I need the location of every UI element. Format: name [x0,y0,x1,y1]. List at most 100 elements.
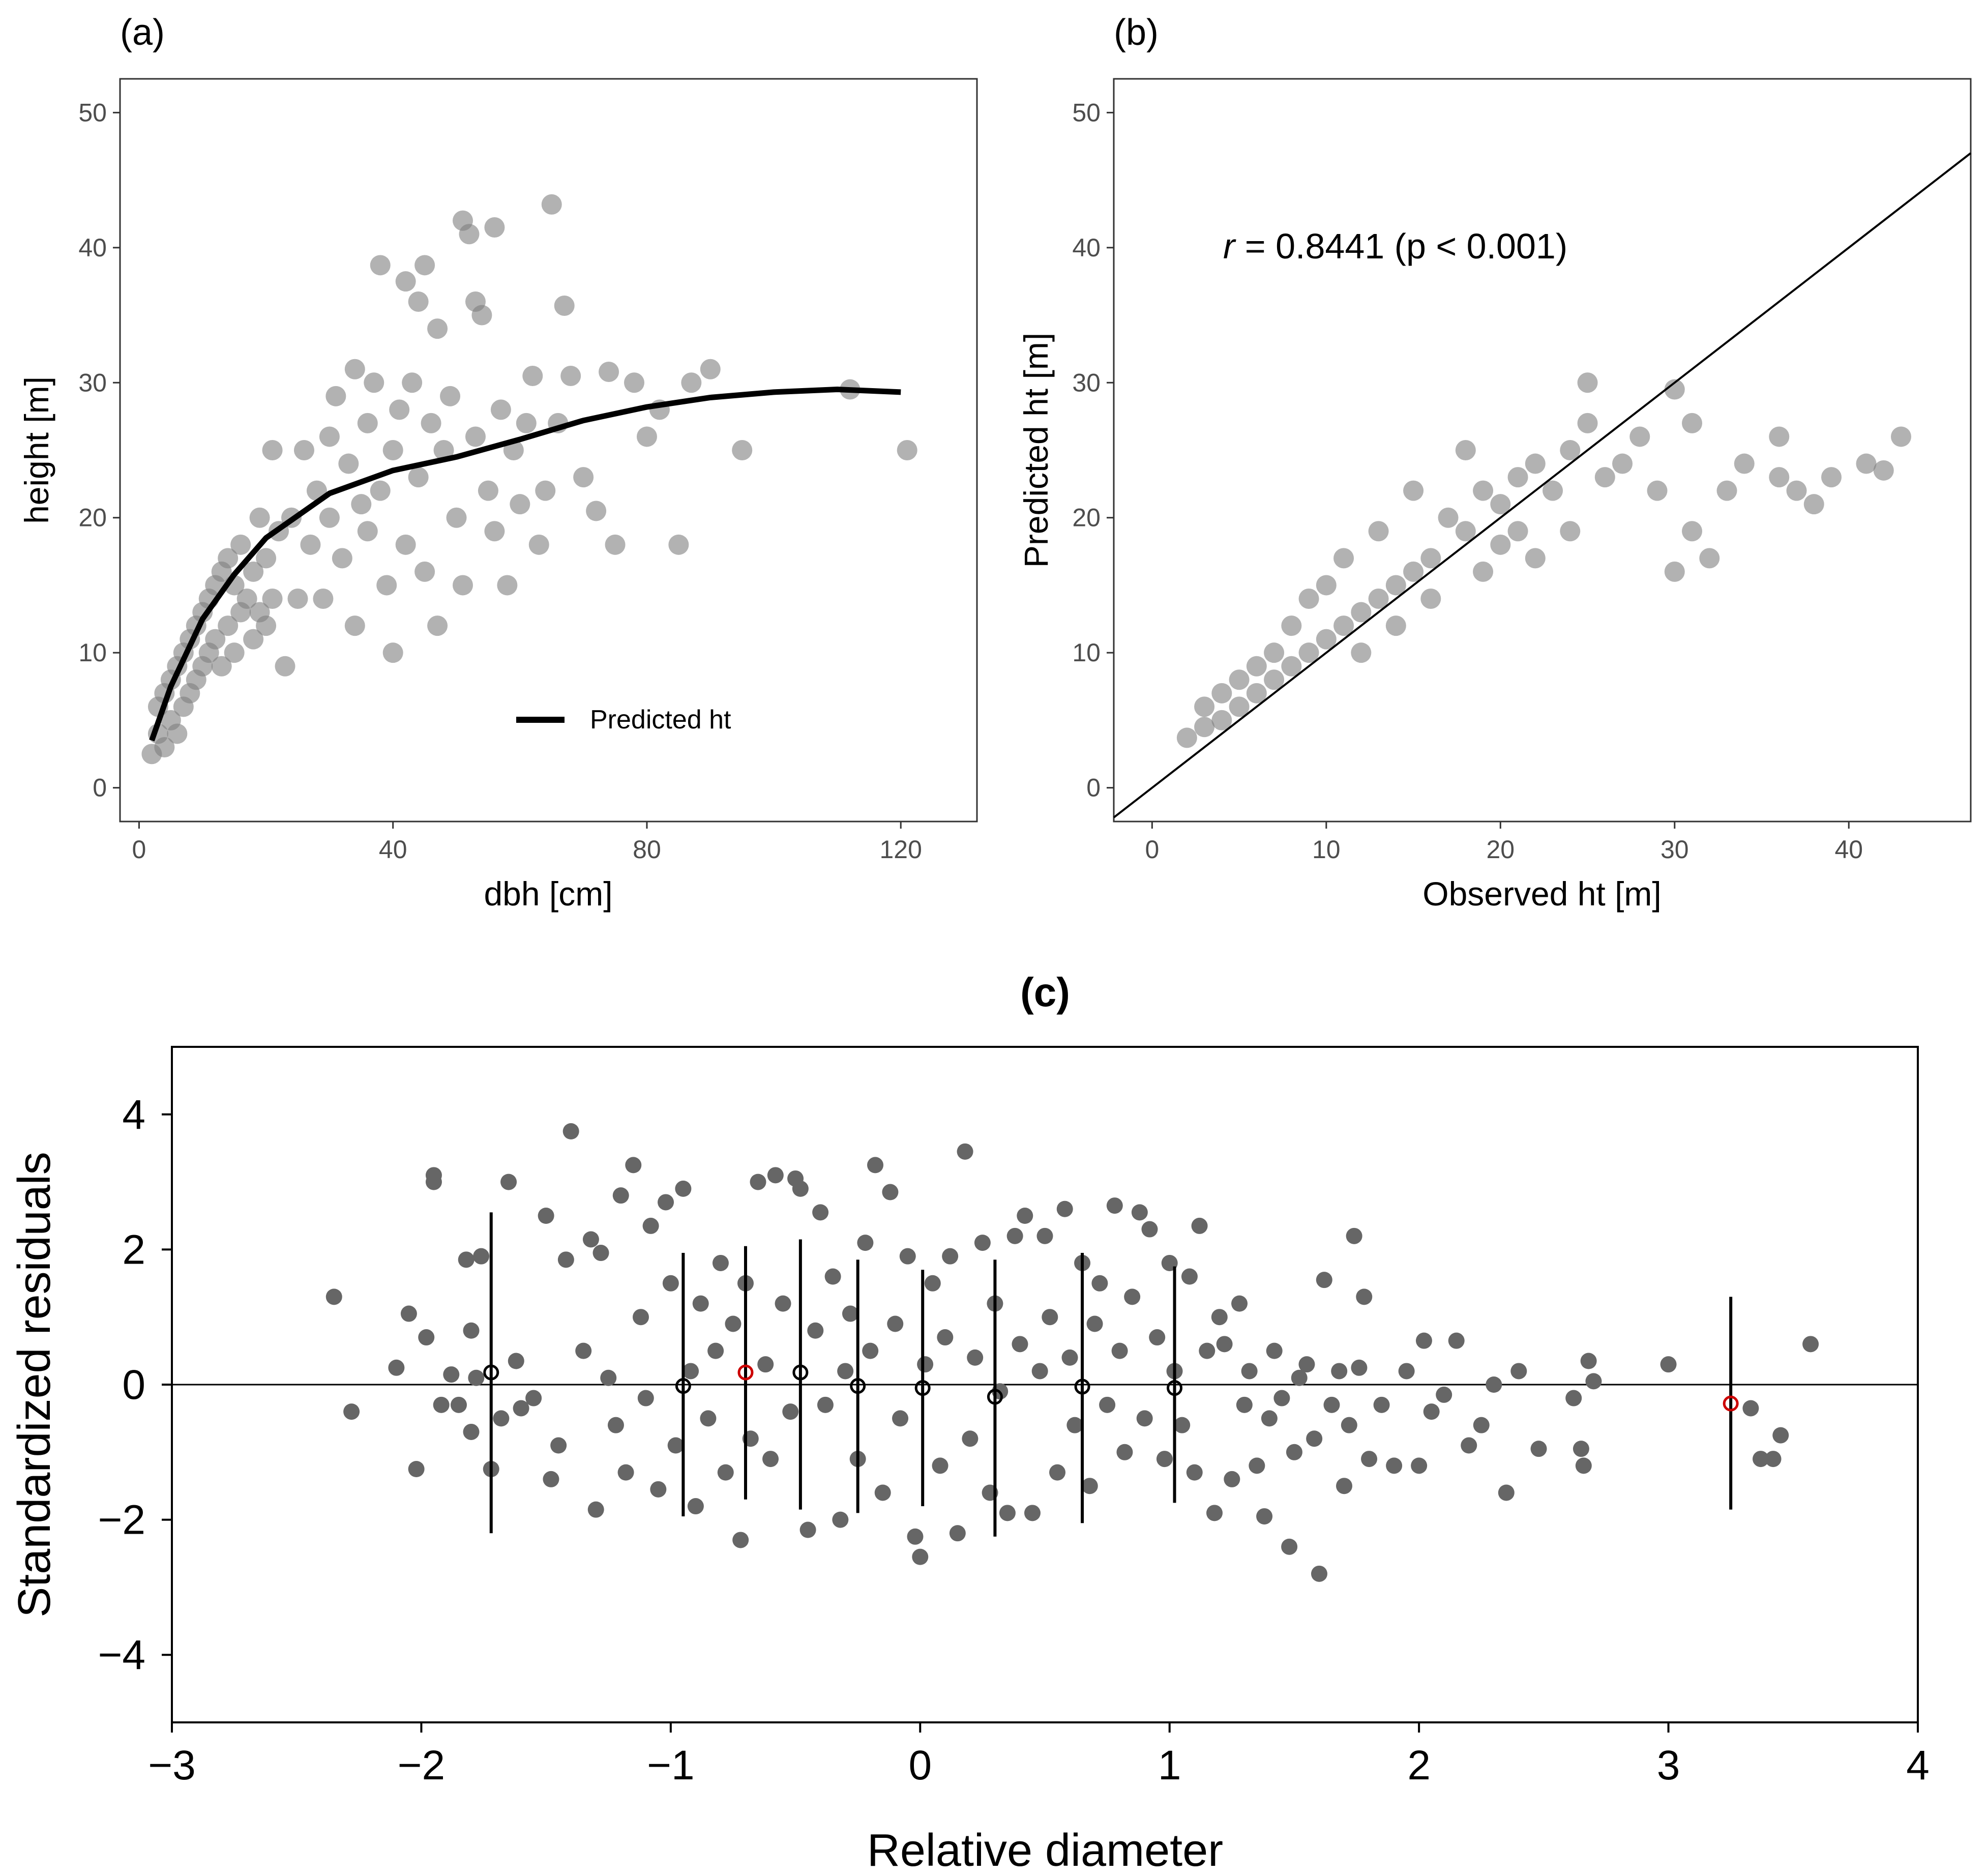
panel-c-point [1398,1363,1415,1380]
panel-a-point [668,534,689,555]
panel-c-point [662,1275,679,1292]
panel-c-point [942,1248,959,1265]
errorbar-mean [914,1380,931,1396]
panel-b-tag: (b) [1114,12,1159,53]
errorbar-mean [1723,1395,1739,1412]
panel-c-point [874,1484,891,1501]
panel-c-point [1024,1505,1041,1521]
errorbar-mean [1167,1380,1183,1396]
panel-c-point [538,1208,554,1224]
panel-a-y-tick-label: 50 [78,98,107,127]
panel-c-point [692,1295,709,1312]
panel-c-point [1081,1478,1098,1494]
panel-b-point [1368,521,1389,542]
panel-c-point [557,1251,574,1268]
panel-c-x-tick-label: 1 [1158,1742,1181,1789]
panel-c-point [500,1174,517,1190]
panel-c-point [767,1167,784,1184]
panel-c-point [1742,1400,1759,1417]
panel-c-point [907,1528,924,1545]
panel-c-point [1415,1332,1432,1349]
panel-c-point [837,1363,854,1380]
one-to-one-line [1113,152,1972,818]
panel-c-point [637,1390,654,1406]
panel-a-y-label: height [m] [18,376,55,524]
panel-c-point [807,1322,824,1339]
panel-b-x-label: Observed ht [m] [1422,875,1662,913]
panel-b-ticks: 0 10 20 30 40 0 10 20 30 40 50 [1072,98,1863,864]
panel-b-point [1264,642,1285,663]
panel-b-point [1543,480,1563,501]
panel-a-point [732,440,753,460]
panel-a-point [490,399,511,420]
panel-a-point [554,295,575,316]
predicted-ht-line [149,387,901,742]
panel-c-point [443,1366,460,1383]
panel-c-point [625,1157,642,1174]
panel-c-x-tick-label: −1 [647,1742,695,1789]
panel-a-point [256,548,277,569]
panel-a-point [433,440,454,460]
panel-c-point [617,1464,634,1481]
panel-c-point [1361,1451,1378,1468]
errorbar-mean [675,1378,691,1394]
panel-c-point [687,1498,704,1515]
panel-b-point [1176,727,1197,748]
panel-c-point [832,1511,849,1528]
panel-b-frame [1113,78,1972,823]
panel-b-point [1473,561,1494,582]
errorbar-mean [850,1378,866,1394]
panel-c-point [543,1471,559,1487]
panel-a-point [522,366,543,386]
panel-c-point [418,1329,435,1346]
panel-c-point [650,1481,667,1498]
panel-c-point [1411,1457,1428,1474]
panel-b-point [1577,372,1598,393]
panel-a-point [370,255,391,276]
panel-b-y-tick-label: 20 [1072,504,1101,532]
panel-c-title: (c) [1020,970,1070,1015]
panel-c-point [1331,1363,1348,1380]
panel-c-point [600,1369,617,1386]
panel-b-point [1333,615,1354,636]
panel-a-point [218,548,239,569]
panel-b-point [1507,467,1528,488]
panel-b-point [1403,480,1424,501]
panel-c-point [400,1305,417,1322]
correlation-annotation: r = 0.8441 (p < 0.001) [1223,226,1567,266]
panel-c-point [892,1410,909,1427]
panel-c-point [957,1143,973,1160]
panel-c-point [799,1521,816,1538]
panel-c-point [1291,1369,1308,1386]
panel-b-point [1438,507,1459,528]
panel-b-point [1351,602,1372,623]
panel-a-x-tick-label: 0 [132,835,146,864]
panel-c-point [1031,1363,1048,1380]
panel-a-point [599,362,619,383]
panel-c-point [388,1359,405,1376]
panel-c-point [1261,1410,1278,1427]
panel-b-y-tick-label: 0 [1086,774,1101,802]
panel-c-point [1241,1363,1258,1380]
panel-c-point [1660,1356,1677,1373]
panel-b-point [1316,629,1337,650]
panel-a-point [605,534,626,555]
panel-c-point [667,1437,684,1454]
panel-c-x-label: Relative diameter [867,1825,1223,1876]
panel-b-y-tick-label: 40 [1072,233,1101,262]
panel-c-errorbars [483,1212,1739,1537]
panel-c-point [1111,1342,1128,1359]
panel-b-point [1525,453,1546,474]
panel-a-point [154,737,175,757]
panel-b-y-tick-label: 30 [1072,368,1101,397]
panel-c-point [1336,1478,1353,1494]
panel-a-point [446,507,467,528]
panel-c-point [857,1235,874,1251]
panel-c-point [1580,1353,1597,1369]
panel-c-point [1141,1221,1158,1238]
panel-c-point [974,1235,991,1251]
panel-c-point [812,1204,829,1221]
panel-b-point [1734,453,1755,474]
panel-c-point [775,1295,791,1312]
